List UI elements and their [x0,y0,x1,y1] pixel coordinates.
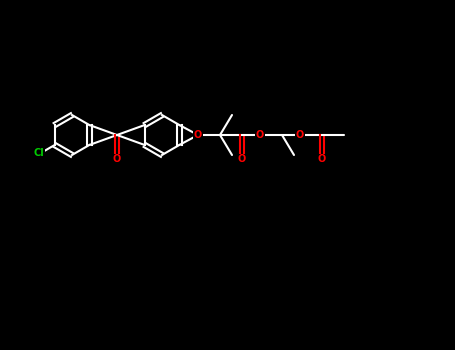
Text: O: O [194,130,202,140]
Text: O: O [318,154,326,164]
Text: O: O [113,154,121,164]
Text: O: O [256,130,264,140]
Text: O: O [296,130,304,140]
Text: Cl: Cl [34,148,44,158]
Text: O: O [238,154,246,164]
